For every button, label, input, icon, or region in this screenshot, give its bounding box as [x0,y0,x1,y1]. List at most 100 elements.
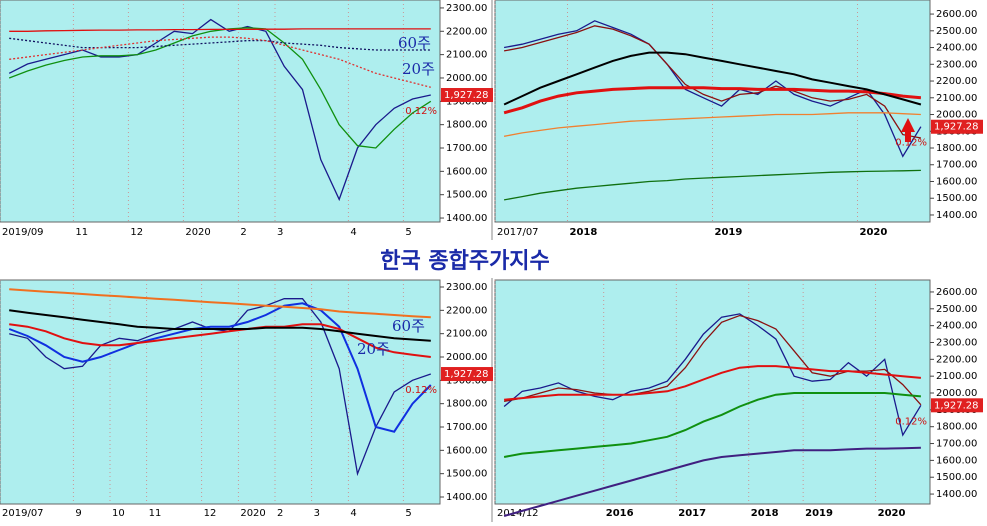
series-line [503,86,922,115]
series-line [9,323,431,358]
price-label: 1,927.28 [934,122,979,133]
y-tick-label: 1700.00 [936,160,977,171]
series-line [503,169,921,201]
x-tick-label: 2019/07 [2,508,44,519]
y-tick-label: 2000.00 [446,73,487,84]
y-tick-label: 1800.00 [936,422,977,433]
price-box [931,398,983,413]
x-tick-label: 12 [204,508,217,519]
x-tick-label: 2020 [185,227,210,238]
y-tick-label: 2300.00 [936,59,977,70]
series-line [8,18,431,202]
y-tick-label: 1400.00 [446,492,487,503]
y-tick-label: 1800.00 [936,143,977,154]
x-tick-label: 11 [75,227,88,238]
y-tick-label: 1700.00 [446,143,487,154]
x-tick-label: 2 [240,227,246,238]
x-tick-label: 12 [130,227,143,238]
series-line [9,298,432,477]
y-tick-label: 2100.00 [446,329,487,340]
x-tick-label: 2019 [715,227,743,238]
y-tick-label: 2100.00 [936,93,977,104]
price-label: 1,927.28 [934,400,979,411]
y-tick-label: 2300.00 [446,3,487,14]
x-tick-label: 2018 [570,227,598,238]
series-line [503,25,922,139]
y-tick-label: 1700.00 [936,439,977,450]
y-tick-label: 1800.00 [446,120,487,131]
x-tick-label: 10 [112,508,125,519]
y-tick-label: 1400.00 [936,210,977,221]
series-line [9,288,431,319]
y-tick-label: 1400.00 [446,213,487,224]
x-tick-label: 4 [350,227,356,238]
y-tick-label: 2400.00 [936,321,977,332]
y-tick-label: 1600.00 [936,176,977,187]
series-line [504,365,921,401]
annotation: 20주 [357,340,390,358]
x-tick-label: 5 [405,508,411,519]
y-tick-label: 2200.00 [446,26,487,37]
y-tick-label: 1400.00 [936,489,977,500]
series-line [503,51,922,106]
x-tick-label: 2020 [878,508,906,519]
y-tick-label: 2500.00 [936,26,977,37]
y-tick-label: 2400.00 [936,43,977,54]
y-tick-label: 2200.00 [936,354,977,365]
y-tick-label: 2300.00 [446,282,487,293]
y-tick-label: 2200.00 [936,76,977,87]
y-tick-label: 2100.00 [936,371,977,382]
y-tick-label: 2300.00 [936,337,977,348]
change-label: 0.12% [405,385,437,396]
change-label: 0.12% [895,138,927,149]
x-tick-label: 3 [314,508,320,519]
annotation: 20주 [402,60,435,78]
price-box [441,367,493,382]
series-line [9,309,431,342]
y-tick-label: 1500.00 [936,193,977,204]
y-tick-label: 2600.00 [936,287,977,298]
series-line [9,28,431,32]
page-title: 한국 종합주가지수 [380,248,550,274]
annotation: 60주 [392,317,425,335]
y-tick-label: 2200.00 [446,305,487,316]
x-tick-label: 2020 [860,227,888,238]
y-tick-label: 2000.00 [936,388,977,399]
x-tick-label: 2019/09 [2,227,44,238]
annotation: 60주 [398,34,431,52]
y-tick-label: 1500.00 [446,190,487,201]
series-line [9,36,431,88]
price-label: 1,927.28 [444,90,489,101]
y-tick-label: 1600.00 [936,455,977,466]
x-tick-label: 2017 [678,508,706,519]
x-tick-label: 4 [350,508,356,519]
x-tick-label: 2020 [240,508,265,519]
y-tick-label: 2600.00 [936,9,977,20]
y-tick-label: 1500.00 [936,472,977,483]
price-label: 1,927.28 [444,369,489,380]
x-tick-label: 11 [149,508,162,519]
x-tick-label: 2017/07 [497,227,539,238]
y-tick-label: 1500.00 [446,469,487,480]
y-tick-label: 1700.00 [446,422,487,433]
arrow-up [901,118,915,142]
y-tick-label: 1600.00 [446,166,487,177]
y-tick-label: 2000.00 [936,110,977,121]
change-label: 0.12% [405,106,437,117]
x-tick-label: 3 [277,227,283,238]
series-line [503,20,922,158]
x-tick-label: 2019 [805,508,833,519]
series-line [9,37,431,51]
series-line [503,392,921,458]
series-line [8,302,432,433]
x-tick-label: 2018 [751,508,779,519]
y-tick-label: 1600.00 [446,445,487,456]
y-tick-label: 2000.00 [446,352,487,363]
y-tick-label: 2500.00 [936,304,977,315]
x-tick-label: 2016 [606,508,634,519]
price-box [441,88,493,103]
series-line [8,27,432,149]
price-box [931,119,983,134]
plot-area [0,0,441,223]
